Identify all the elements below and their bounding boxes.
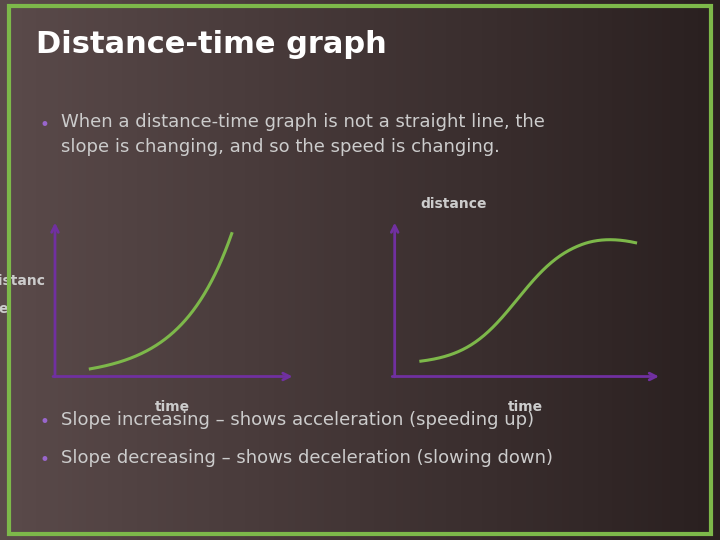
Text: When a distance-time graph is not a straight line, the: When a distance-time graph is not a stra… [61,113,545,131]
Text: •: • [40,116,50,134]
Text: e: e [0,302,8,316]
Text: distanc: distanc [0,274,46,288]
Text: Slope decreasing – shows deceleration (slowing down): Slope decreasing – shows deceleration (s… [61,449,553,467]
Text: Slope increasing – shows acceleration (speeding up): Slope increasing – shows acceleration (s… [61,411,534,429]
Text: distance: distance [421,197,487,211]
Text: •: • [40,451,50,469]
Text: Distance-time graph: Distance-time graph [36,30,387,59]
Text: slope is changing, and so the speed is changing.: slope is changing, and so the speed is c… [61,138,500,156]
Text: •: • [40,413,50,431]
Text: time: time [508,400,543,414]
Text: time: time [156,400,190,414]
